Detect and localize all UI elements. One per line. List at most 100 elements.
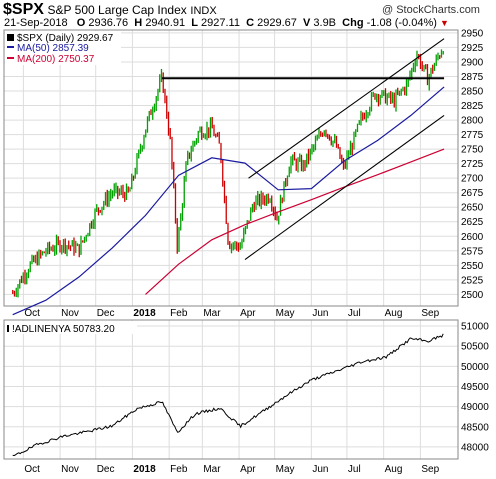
price-y-tick-label: 2625	[461, 217, 484, 228]
x-tick-label: Aug	[385, 464, 403, 475]
exchange: INDX	[190, 5, 217, 17]
adline-y-tick-label: 50500	[461, 342, 489, 353]
high-label: H	[134, 17, 143, 29]
x-tick-label: Sep	[421, 308, 439, 319]
quote-line: 21-Sep-2018 O 2936.76 H 2940.91 L 2927.1…	[4, 17, 449, 29]
close-label: C	[246, 17, 255, 29]
legend-item-adline: !ADLINENYA 50783.20	[7, 324, 115, 335]
price-y-tick-label: 2875	[461, 72, 484, 83]
x-tick-label: Oct	[24, 464, 40, 475]
close-value: 2929.67	[257, 17, 297, 29]
channel-trendline	[244, 114, 445, 260]
grid	[4, 30, 458, 459]
adline-y-tick-label: 50000	[461, 362, 489, 373]
legend-label-ma50: MA(50) 2857.39	[17, 43, 89, 54]
x-tick-label: Aug	[385, 308, 403, 319]
price-y-tick-label: 2525	[461, 275, 484, 286]
channel-trendline	[248, 38, 445, 179]
x-tick-label: May	[276, 308, 295, 319]
legend-item-ma200: MA(200) 2750.37	[7, 54, 95, 65]
ma50-line	[12, 86, 445, 316]
legend-label-spx: $SPX (Daily) 2929.67	[17, 33, 114, 44]
change-label: Chg	[342, 17, 364, 29]
adline-legend-box	[5, 321, 137, 334]
x-tick-label: Sep	[421, 464, 439, 475]
price-y-tick-label: 2600	[461, 232, 484, 243]
security-name: S&P 500 Large Cap Index	[47, 3, 187, 17]
adline-panel-frame	[3, 319, 459, 460]
adline-y-tick-label: 51000	[461, 322, 489, 333]
price-legend-box	[5, 31, 121, 65]
volume-label: V	[302, 17, 311, 29]
x-tick-label: Apr	[240, 464, 256, 475]
down-arrow-icon: ▼	[439, 18, 449, 28]
adline-y-tick-label: 48500	[461, 422, 489, 433]
x-tick-label: Feb	[170, 464, 188, 475]
price-y-tick-label: 2825	[461, 101, 484, 112]
price-y-tick-label: 2750	[461, 145, 484, 156]
x-tick-label: Nov	[61, 464, 79, 475]
price-y-tick-label: 2725	[461, 159, 484, 170]
legend-label-adline: !ADLINENYA 50783.20	[12, 324, 115, 335]
symbol: $SPX	[3, 1, 44, 18]
price-y-tick-label: 2500	[461, 290, 484, 301]
x-tick-label: Apr	[240, 308, 256, 319]
x-tick-label: 2018	[133, 308, 156, 319]
x-tick-label: Dec	[97, 464, 115, 475]
chart-title: $SPX S&P 500 Large Cap Index INDX	[3, 1, 217, 19]
low-label: L	[191, 17, 198, 29]
adline-y-tick-label: 49500	[461, 382, 489, 393]
adline-series	[12, 333, 444, 457]
legend-swatch-ma200	[7, 57, 14, 59]
price-y-tick-label: 2650	[461, 203, 484, 214]
adline-line	[12, 333, 444, 457]
axis-ticks: Oct Oct Nov Nov Dec Dec 2018 2018 Feb Feb Mar Mar Ap…	[24, 28, 489, 475]
x-tick-label: Jul	[348, 464, 361, 475]
change-value: -1.08 (-0.04%)	[366, 17, 437, 29]
x-tick-label: Jun	[312, 464, 328, 475]
x-tick-label: Jun	[312, 308, 328, 319]
ma200-line	[145, 148, 445, 295]
x-tick-label: Nov	[61, 308, 79, 319]
moving-averages	[12, 86, 445, 316]
legend-swatch-ma50	[7, 46, 14, 48]
trendlines	[162, 38, 445, 260]
price-y-tick-label: 2925	[461, 43, 484, 54]
price-panel-frame	[3, 29, 459, 307]
legend-item-ma50: MA(50) 2857.39	[7, 43, 89, 54]
legend-item-spx: $SPX (Daily) 2929.67	[7, 33, 114, 44]
adline-y-tick-label: 48000	[461, 442, 489, 453]
price-y-tick-label: 2950	[461, 28, 484, 39]
x-tick-label: Jul	[348, 308, 361, 319]
adline-y-tick-label: 49000	[461, 402, 489, 413]
x-tick-label: Mar	[203, 308, 221, 319]
open-label: O	[76, 17, 86, 29]
legend-label-ma200: MA(200) 2750.37	[17, 54, 95, 65]
legend-swatch-spx	[7, 34, 14, 41]
x-tick-label: Dec	[97, 308, 115, 319]
price-y-tick-label: 2700	[461, 174, 484, 185]
x-tick-label: May	[276, 464, 295, 475]
stockcharts-watermark: @ StockCharts.com	[382, 4, 480, 16]
x-tick-label: Mar	[203, 464, 221, 475]
panel-frames	[3, 29, 459, 460]
price-series	[12, 49, 444, 298]
price-y-tick-label: 2550	[461, 261, 484, 272]
quote-date: 21-Sep-2018	[4, 17, 68, 29]
x-tick-label: Feb	[170, 308, 188, 319]
x-tick-label: 2018	[133, 464, 156, 475]
low-value: 2927.11	[201, 17, 240, 29]
price-y-tick-label: 2800	[461, 116, 484, 127]
x-tick-label: Oct	[24, 308, 40, 319]
legend: $SPX (Daily) 2929.67 MA(50) 2857.39 MA(2…	[5, 31, 137, 335]
price-y-tick-label: 2900	[461, 57, 484, 68]
price-y-tick-label: 2575	[461, 246, 484, 257]
open-value: 2936.76	[88, 17, 129, 29]
price-y-tick-label: 2675	[461, 188, 484, 199]
volume-value: 3.9B	[313, 17, 337, 29]
price-y-tick-label: 2775	[461, 130, 484, 141]
high-value: 2940.91	[145, 17, 186, 29]
price-y-tick-label: 2850	[461, 87, 484, 98]
legend-swatch-adline	[7, 325, 9, 332]
